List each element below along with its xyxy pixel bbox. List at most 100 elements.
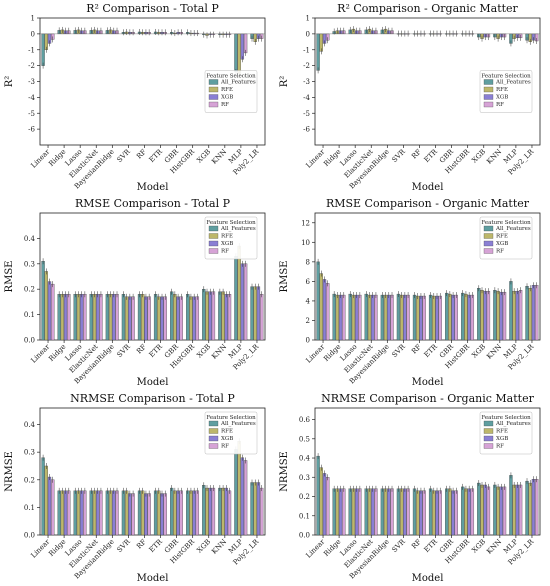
bar-knn-all-features	[493, 484, 497, 536]
x-tick-label-linear: Linear	[29, 147, 51, 169]
bar-poly2-lr-all-features	[525, 480, 529, 536]
bar-ridge-xgb	[338, 488, 343, 536]
bar-knn-all-features	[218, 291, 222, 341]
bar-xgb-rf	[211, 487, 216, 536]
bar-ridge-rf	[67, 294, 71, 341]
legend-swatch-rf	[208, 248, 219, 254]
y-axis-label: R²	[4, 76, 15, 88]
bar-knn-rfe	[496, 290, 500, 341]
bar-lasso-all-features	[73, 490, 77, 536]
legend-label-rf: RF	[496, 444, 504, 450]
y-tick-label: 0.2	[24, 286, 35, 294]
bar-linear-all-features	[316, 33, 320, 71]
bar-mlp-all-features	[509, 281, 513, 341]
bar-knn-rfe	[496, 486, 500, 536]
chart-r2-organic-matter: R² Comparison - Organic Matter -6 -5 -4 -3 -2…	[279, 2, 541, 193]
bar-mlp-all-features	[234, 449, 238, 536]
bar-svr-all-features	[121, 294, 126, 341]
legend-swatch-all-features	[208, 79, 219, 85]
bar-histgbr-all-features	[461, 486, 465, 536]
x-tick-label-svr: SVR	[390, 147, 407, 164]
bar-rf-all-features	[412, 488, 417, 536]
bar-lasso-xgb	[80, 490, 84, 536]
bar-gbr-xgb	[176, 296, 180, 341]
bar-histgbr-rf	[195, 490, 200, 536]
y-tick-label: 0.6	[299, 416, 311, 424]
legend-swatch-rfe	[208, 233, 219, 239]
y-axis-label: R²	[279, 76, 290, 88]
bar-gbr-xgb	[451, 490, 455, 536]
bar-rf-rfe	[416, 295, 420, 341]
y-axis-label: NRMSE	[4, 451, 15, 492]
legend-label-rf: RF	[496, 249, 504, 255]
bar-elasticnet-all-features	[364, 293, 368, 341]
x-tick-label-linear: Linear	[304, 147, 326, 169]
bar-poly2-lr-all-features	[250, 482, 254, 536]
bar-bayesianridge-rf	[390, 488, 394, 536]
bar-etr-all-features	[153, 294, 158, 341]
chart-title: NRMSE Comparison - Organic Matter	[321, 392, 534, 405]
bar-elasticnet-xgb	[96, 490, 100, 536]
legend-swatch-rfe	[483, 428, 494, 434]
bar-knn-all-features	[493, 290, 497, 341]
bar-svr-xgb	[403, 488, 407, 536]
bar-elasticnet-rfe	[367, 294, 372, 341]
bar-bayesianridge-all-features	[380, 294, 385, 341]
bar-bayesianridge-rf	[115, 294, 119, 341]
legend-swatch-all-features	[483, 225, 494, 232]
bar-histgbr-rfe	[189, 296, 193, 341]
bar-linear-all-features	[41, 33, 45, 66]
y-tick-label: 6	[306, 278, 311, 286]
bar-etr-rf	[438, 295, 442, 341]
bar-rf-xgb	[144, 493, 148, 536]
y-tick-label: -2	[28, 62, 35, 70]
bar-rf-rf	[147, 296, 151, 341]
y-tick-label: 0.1	[24, 311, 35, 319]
bar-etr-rfe	[432, 490, 436, 536]
bar-knn-rfe	[221, 291, 225, 341]
x-tick-label-xgb: XGB	[195, 538, 212, 555]
bar-etr-rfe	[157, 490, 161, 536]
y-tick-label: 0.3	[299, 474, 310, 482]
plot-frame	[314, 212, 541, 341]
bar-rf-all-features	[137, 490, 142, 536]
bar-xgb-all-features	[202, 485, 206, 536]
bar-elasticnet-rfe	[92, 294, 97, 341]
bar-linear-rf	[326, 283, 330, 341]
legend-swatch-rf	[483, 248, 494, 254]
y-tick-label: -1	[28, 46, 35, 54]
legend-swatch-xgb	[483, 94, 494, 100]
legend-swatch-xgb	[208, 435, 219, 442]
bar-lasso-rf	[83, 490, 87, 536]
bar-linear-all-features	[41, 457, 45, 536]
bar-knn-rf	[502, 291, 507, 341]
legend-title: Feature Selection	[206, 74, 256, 80]
legend-label-rfe: RFE	[221, 429, 233, 435]
bar-lasso-all-features	[348, 293, 352, 341]
y-tick-label: 0.4	[24, 421, 36, 429]
bar-linear-xgb	[47, 476, 52, 536]
y-tick-label: 0.2	[299, 493, 310, 501]
legend-swatch-rf	[483, 443, 494, 449]
bar-svr-rfe	[400, 294, 404, 341]
bar-ridge-all-features	[332, 488, 336, 536]
bar-svr-rf	[406, 294, 410, 341]
bar-mlp-rf	[243, 263, 248, 341]
bar-xgb-xgb	[483, 290, 487, 341]
legend-swatch-xgb	[208, 240, 219, 247]
bar-gbr-all-features	[445, 488, 449, 536]
bar-ridge-rfe	[335, 488, 340, 536]
bar-xgb-rf	[486, 486, 491, 536]
bar-histgbr-rf	[470, 488, 475, 536]
x-tick-label-rf: RF	[410, 343, 423, 356]
x-tick-label-ridge: Ridge	[47, 343, 67, 363]
bar-bayesianridge-rf	[115, 490, 119, 536]
bar-etr-all-features	[428, 294, 433, 341]
y-tick-label: 2	[306, 317, 310, 325]
bar-bayesianridge-rfe	[383, 294, 388, 341]
x-tick-label-ridge: Ridge	[322, 343, 342, 363]
legend-label-rfe: RFE	[496, 234, 508, 240]
x-axis-label: Model	[412, 573, 444, 584]
y-tick-label: 1	[31, 15, 35, 23]
bar-bayesianridge-rfe	[108, 490, 113, 536]
